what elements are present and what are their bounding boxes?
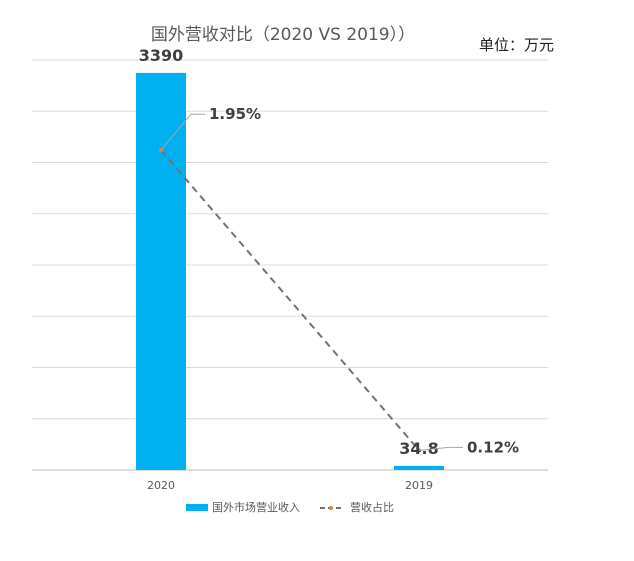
x-tick-label: 2019	[405, 479, 433, 492]
data-labels: 3390 34.8 1.95% 0.12%	[139, 46, 519, 458]
bar-value-label: 34.8	[399, 439, 438, 458]
line-value-label: 1.95%	[209, 105, 261, 123]
bar-value-label: 3390	[139, 46, 184, 65]
x-axis-ticks: 2020 2019	[147, 479, 433, 492]
legend-swatch-bar	[186, 504, 208, 511]
line-path	[160, 149, 420, 451]
label-leader-line	[160, 113, 205, 151]
label-leader-line	[418, 446, 463, 451]
legend-label-bar: 国外市场营业收入	[212, 500, 300, 514]
legend: 国外市场营业收入 营收占比	[186, 500, 394, 514]
bar-2020	[136, 72, 186, 470]
legend-label-line: 营收占比	[350, 500, 394, 514]
chart-title: 国外营收对比（2020 VS 2019））	[151, 25, 415, 45]
line-series	[159, 148, 421, 453]
unit-label: 单位：万元	[479, 36, 554, 54]
line-value-label: 0.12%	[467, 438, 519, 456]
legend-marker-line	[329, 506, 333, 510]
gridlines	[32, 59, 548, 471]
bar-series	[136, 72, 444, 470]
bar-2019	[394, 465, 444, 470]
x-tick-label: 2020	[147, 479, 175, 492]
